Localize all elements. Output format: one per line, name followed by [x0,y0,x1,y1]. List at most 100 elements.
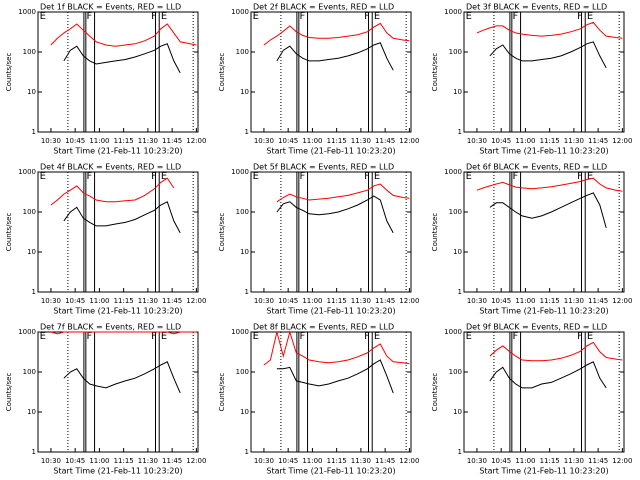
y-tick-label: 1 [245,288,249,296]
y-tick-label: 10 [453,88,462,96]
x-tick-label: 10:45 [65,297,85,305]
x-tick-label: 11:30 [351,297,371,305]
y-tick-label: 1000 [18,328,36,336]
annotation: E [374,11,380,22]
y-tick-label: 1 [32,288,36,296]
x-axis-label: Start Time (21-Feb-11 10:23:20) [53,307,182,316]
series-line [489,361,607,389]
y-axis-label: Counts/sec [5,213,13,252]
annotation: F [151,11,157,22]
y-axis-label: Counts/sec [218,213,226,252]
panel-title: Det 1f BLACK = Events, RED = LLD [40,3,181,12]
annotation: F [577,11,583,22]
annotation: F [86,171,92,182]
x-tick-label: 12:00 [186,457,206,465]
x-axis-label: Start Time (21-Feb-11 10:23:20) [266,307,395,316]
x-axis-label: Start Time (21-Feb-11 10:23:20) [266,467,395,476]
x-tick-label: 11:30 [564,137,584,145]
x-tick-label: 10:45 [491,297,511,305]
x-tick-label: 11:45 [162,457,182,465]
y-tick-label: 10 [453,408,462,416]
plot-frame [37,331,199,453]
panel-title: Det 6f BLACK = Events, RED = LLD [466,163,607,172]
y-tick-label: 1 [32,128,36,136]
x-tick-label: 10:30 [41,297,61,305]
y-tick-label: 1000 [231,328,249,336]
x-tick-label: 11:15 [114,137,134,145]
x-tick-label: 12:00 [399,137,419,145]
annotation: F [299,11,305,22]
y-tick-label: 1000 [18,168,36,176]
series-line [63,361,181,394]
x-tick-label: 11:30 [138,457,158,465]
annotation: F [512,11,518,22]
series-line [476,21,623,39]
y-tick-label: 100 [449,208,462,216]
annotation: F [86,11,92,22]
y-tick-label: 100 [236,208,249,216]
annotation: F [577,331,583,342]
annotation: E [253,171,259,182]
y-tick-label: 100 [236,368,249,376]
series-line [50,23,197,47]
x-tick-label: 10:45 [278,297,298,305]
panel-title: Det 5f BLACK = Events, RED = LLD [253,163,394,172]
y-tick-label: 100 [449,368,462,376]
y-tick-label: 1 [245,448,249,456]
x-axis-label: Start Time (21-Feb-11 10:23:20) [53,467,182,476]
x-tick-label: 11:45 [375,297,395,305]
plot-frame [463,331,625,453]
x-tick-label: 10:45 [278,457,298,465]
series-line [263,330,410,366]
x-tick-label: 11:45 [588,137,608,145]
y-axis-label: Counts/sec [431,213,439,252]
y-tick-label: 10 [453,248,462,256]
series-line [276,359,394,394]
annotation: E [466,11,472,22]
annotation: E [374,171,380,182]
x-tick-label: 10:30 [467,457,487,465]
x-tick-label: 10:30 [41,457,61,465]
x-tick-label: 10:45 [65,137,85,145]
annotation: F [364,11,370,22]
y-tick-label: 1 [458,448,462,456]
y-tick-label: 10 [27,408,36,416]
x-tick-label: 12:00 [186,297,206,305]
annotation: E [40,171,46,182]
series-line [50,177,175,206]
x-tick-label: 12:00 [399,457,419,465]
x-tick-label: 11:30 [564,297,584,305]
y-axis-label: Counts/sec [431,373,439,412]
series-line [63,43,181,74]
annotation: F [364,331,370,342]
y-tick-label: 100 [23,208,36,216]
x-tick-label: 10:30 [254,457,274,465]
x-axis-label: Start Time (21-Feb-11 10:23:20) [479,467,608,476]
annotation: E [161,11,167,22]
x-axis-label: Start Time (21-Feb-11 10:23:20) [479,147,608,156]
y-tick-label: 1000 [231,168,249,176]
x-tick-label: 10:30 [467,137,487,145]
x-tick-label: 11:15 [540,457,560,465]
plot-frame [463,11,625,133]
annotation: F [512,331,518,342]
series-line [476,177,623,192]
x-tick-label: 11:45 [375,457,395,465]
y-axis-label: Counts/sec [218,53,226,92]
series-line [50,331,197,335]
annotation: F [577,171,583,182]
annotation: E [253,11,259,22]
x-tick-label: 10:45 [491,137,511,145]
x-tick-label: 12:00 [612,137,632,145]
annotation: F [86,331,92,342]
y-tick-label: 1000 [444,168,462,176]
x-tick-label: 11:00 [302,137,322,145]
series-line [489,41,607,69]
x-tick-label: 11:00 [515,297,535,305]
x-tick-label: 11:00 [302,457,322,465]
annotation: E [587,171,593,182]
x-tick-label: 11:30 [138,297,158,305]
annotation: E [253,331,259,342]
x-tick-label: 12:00 [399,297,419,305]
